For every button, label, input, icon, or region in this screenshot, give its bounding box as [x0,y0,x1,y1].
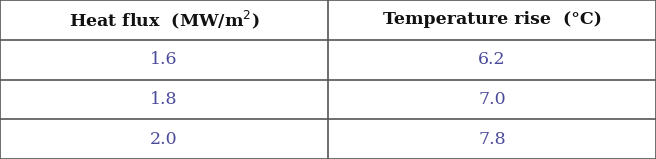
Text: Heat flux  (MW/m$^2$): Heat flux (MW/m$^2$) [69,9,259,31]
Text: 7.0: 7.0 [478,91,506,108]
Text: 6.2: 6.2 [478,51,506,68]
Text: Temperature rise  (°C): Temperature rise (°C) [382,11,602,28]
Text: 1.6: 1.6 [150,51,178,68]
Text: 1.8: 1.8 [150,91,178,108]
Text: 2.0: 2.0 [150,131,178,148]
Text: 7.8: 7.8 [478,131,506,148]
